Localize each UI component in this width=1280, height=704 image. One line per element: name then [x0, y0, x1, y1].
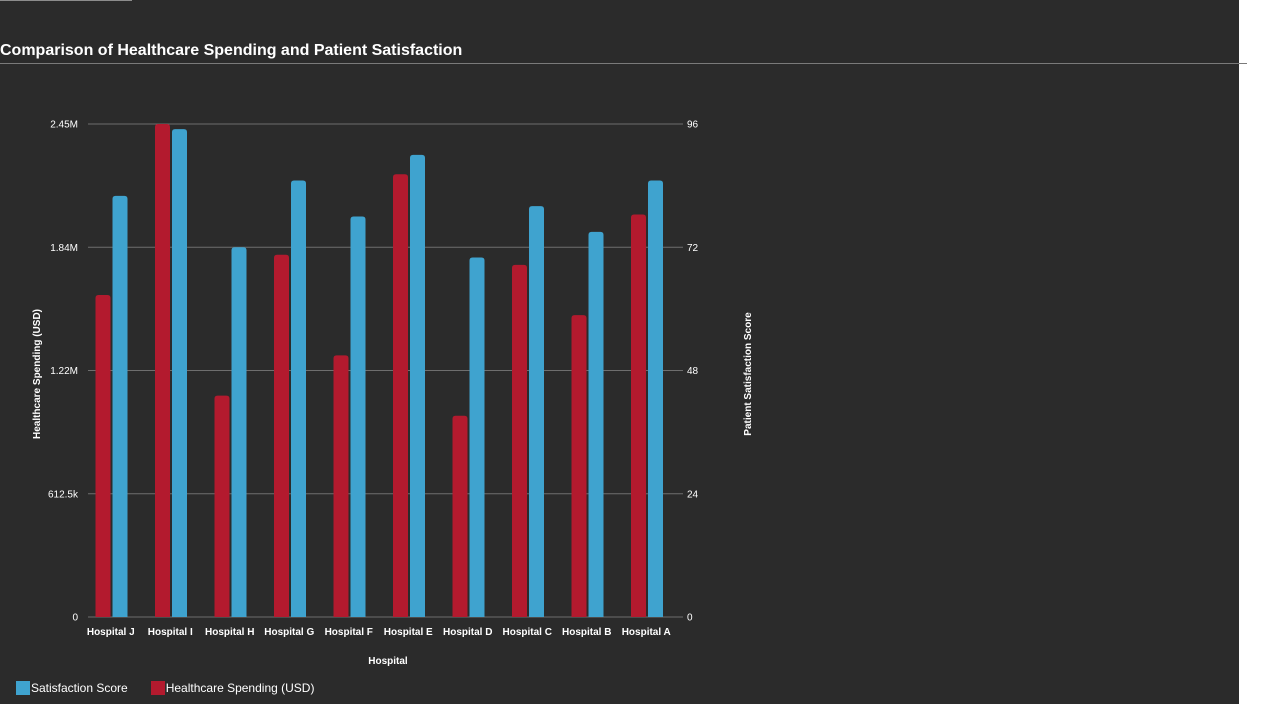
bar-spending[interactable]	[512, 264, 527, 617]
bar-spending[interactable]	[214, 395, 230, 617]
y-axis-right-label: Patient Satisfaction Score	[743, 312, 754, 436]
legend: Satisfaction Score Healthcare Spending (…	[16, 681, 337, 695]
bar-satisfaction[interactable]	[291, 180, 306, 618]
legend-item-satisfaction[interactable]: Satisfaction Score	[16, 681, 128, 695]
y-right-tick-label: 48	[687, 366, 699, 377]
x-tick-label: Hospital A	[622, 627, 671, 638]
chart-area: 0 0 612.5k 24 1.22M 48 1.84M 72 2.45M 96 Hospital …	[32, 120, 754, 668]
bar-satisfaction[interactable]	[112, 195, 128, 618]
y-right-tick-label: 72	[687, 243, 699, 254]
y-right-tick-label: 24	[687, 489, 699, 500]
axis-ticks: 0 0 612.5k 24 1.22M 48 1.84M 72 2.45M 96 Hospital …	[48, 120, 699, 639]
bar-spending[interactable]	[274, 254, 289, 618]
x-tick-label: Hospital B	[562, 627, 611, 638]
y-axis-left-label: Healthcare Spending (USD)	[32, 309, 43, 439]
y-right-tick-label: 0	[687, 613, 693, 624]
title-rule	[0, 63, 1247, 64]
bar-satisfaction[interactable]	[588, 231, 604, 617]
y-left-tick-label: 1.84M	[50, 243, 78, 254]
x-tick-label: Hospital C	[503, 627, 552, 638]
x-tick-label: Hospital J	[87, 627, 135, 638]
y-left-tick-label: 612.5k	[48, 489, 79, 500]
y-left-tick-label: 2.45M	[50, 120, 78, 131]
x-tick-label: Hospital F	[325, 627, 373, 638]
legend-label-satisfaction: Satisfaction Score	[31, 681, 128, 695]
legend-item-spending[interactable]: Healthcare Spending (USD)	[150, 681, 315, 695]
x-tick-label: Hospital D	[443, 627, 492, 638]
y-right-tick-label: 96	[687, 120, 699, 131]
bar-satisfaction[interactable]	[350, 216, 366, 617]
x-tick-label: Hospital E	[384, 627, 433, 638]
top-bar	[0, 0, 132, 1]
bar-spending[interactable]	[631, 214, 646, 617]
chart-panel: Comparison of Healthcare Spending and Pa…	[0, 0, 1247, 704]
bar-spending[interactable]	[333, 355, 349, 617]
bars	[95, 124, 663, 618]
bar-spending[interactable]	[155, 124, 170, 617]
legend-swatch-satisfaction	[16, 681, 30, 695]
x-tick-label: Hospital G	[264, 627, 314, 638]
x-tick-label: Hospital I	[148, 627, 193, 638]
bar-satisfaction[interactable]	[648, 180, 663, 618]
bar-spending[interactable]	[393, 174, 408, 617]
bar-spending[interactable]	[452, 415, 468, 617]
bar-satisfaction[interactable]	[231, 247, 247, 617]
bar-satisfaction[interactable]	[529, 206, 544, 617]
legend-swatch-spending	[150, 681, 165, 695]
legend-label-spending: Healthcare Spending (USD)	[165, 681, 315, 695]
bar-satisfaction[interactable]	[469, 257, 485, 617]
x-tick-label: Hospital H	[205, 627, 254, 638]
chart-title: Comparison of Healthcare Spending and Pa…	[0, 42, 463, 59]
y-left-tick-label: 1.22M	[50, 366, 78, 377]
bar-satisfaction[interactable]	[410, 154, 425, 617]
bar-spending[interactable]	[571, 315, 587, 617]
y-left-tick-label: 0	[72, 613, 78, 624]
bar-spending[interactable]	[95, 295, 111, 617]
x-axis-label: Hospital	[368, 656, 408, 667]
bar-satisfaction[interactable]	[172, 129, 187, 617]
